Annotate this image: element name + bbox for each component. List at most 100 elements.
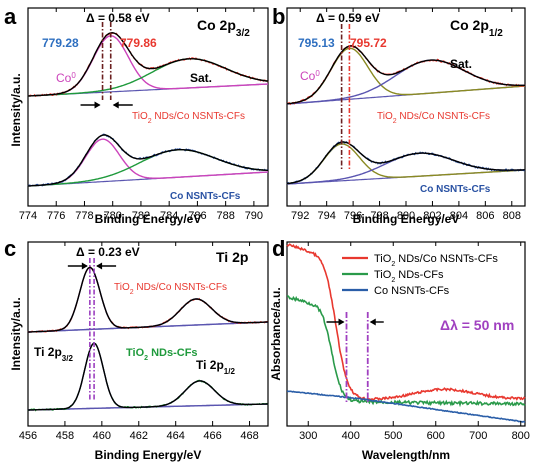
panel-c-delta: Δ = 0.23 eV [76, 245, 140, 259]
panel-c-tick-label-2: 460 [93, 430, 111, 442]
panel-d-tick-label-2: 500 [384, 430, 402, 442]
legend-label-series-1: TiO2 NDs/Co NSNTs-CFs [374, 253, 498, 268]
panel-a-frame [27, 7, 269, 207]
panel-d-series-3-line [286, 390, 526, 423]
panel-a-tick-label-1: 776 [47, 210, 65, 222]
panel-d-frame [286, 241, 526, 427]
panel-c-title: Ti 2p [216, 249, 248, 265]
panel-b-xlabel: Binding Energy/eV [353, 212, 460, 226]
panel-b-legend-bottom: Co NSNTs-CFs [420, 184, 491, 195]
panel-c-arrow-right-head [96, 262, 103, 270]
panel-a-tick-label-6: 786 [188, 210, 206, 222]
panel-b-tick-label-8: 808 [503, 210, 521, 222]
panel-b-bottom-envelope [286, 141, 525, 185]
panel-c-ticks: 456 458 460 462 464 466 468 [19, 242, 259, 442]
panel-b-ticks: 792 794 796 798 800 802 804 806 808 [291, 8, 521, 222]
panel-a-xlabel: Binding Energy/eV [95, 212, 202, 226]
panel-b-tick-label-6: 804 [450, 210, 468, 222]
panel-c-bottom-component-2 [28, 380, 268, 411]
panel-a-legend-bottom: Co NSNTs-CFs [170, 191, 241, 202]
panel-a-arrow-right-head [112, 101, 119, 109]
panel-c-xlabel: Binding Energy/eV [95, 448, 202, 462]
panel-a-tick-label-4: 782 [132, 210, 150, 222]
panel-b-tick-label-4: 800 [397, 210, 415, 222]
panel-a-tick-label-2: 778 [75, 210, 93, 222]
panel-a-letter: a [4, 4, 17, 29]
panel-a-tick-label-8: 790 [245, 210, 263, 222]
panel-d-arrow-left-head [338, 318, 345, 326]
panel-c-ti2p12-label: Ti 2p1/2 [196, 358, 235, 376]
panel-b-value-left: 795.13 [298, 36, 335, 50]
panel-b-tick-label-1: 794 [317, 210, 335, 222]
panel-d-tick-label-3: 600 [427, 430, 445, 442]
panel-d-ticks: 300 400 500 600 700 800 [299, 242, 530, 442]
legend-label-series-3: Co NSNTs-CFs [374, 285, 450, 297]
panel-a-sat-label: Sat. [190, 71, 212, 85]
panel-c-tick-label-0: 456 [19, 430, 37, 442]
panel-d-tick-label-1: 400 [342, 430, 360, 442]
panel-c-tick-label-3: 462 [130, 430, 148, 442]
panel-a-value-right: 779.86 [120, 36, 157, 50]
panel-d-curves [286, 243, 526, 423]
panel-c-top-raw-data [27, 265, 269, 333]
panel-c-top-envelope [28, 266, 268, 333]
panel-a-legend-top: TiO2 NDs/Co NSNTs-CFs [132, 111, 245, 125]
panel-a-delta: Δ = 0.58 eV [86, 11, 150, 25]
panel-d-tick-label-4: 700 [469, 430, 487, 442]
panel-b-top-envelope [286, 45, 525, 105]
panel-d-delta: Δλ = 50 nm [440, 317, 514, 333]
panel-d: d 300 400 500 600 700 800 TiO2 NDs/Co NSNTs-C… [269, 236, 530, 462]
panel-a-bottom-envelope [27, 134, 268, 187]
panel-c-curves [27, 258, 269, 412]
legend-label-series-2: TiO2 NDs-CFs [374, 269, 444, 284]
panel-d-tick-label-0: 300 [299, 430, 317, 442]
panel-b: b 792 794 796 798 800 802 804 806 808 Co 2p1/2 Δ… [272, 4, 526, 226]
panel-c-tick-label-4: 464 [167, 430, 185, 442]
panel-a-title: Co 2p3/2 [197, 17, 250, 39]
panel-c-ti2p32-label: Ti 2p3/2 [34, 345, 73, 363]
panel-d-xlabel: Wavelength/nm [362, 448, 450, 462]
panel-b-curves [286, 24, 526, 185]
panel-c: c 456 458 460 462 464 466 468 Ti 2p Δ = 0.23 e… [4, 236, 269, 462]
panel-d-ylabel: Absorbance/a.u. [269, 287, 283, 380]
panel-a-tick-label-3: 780 [104, 210, 122, 222]
panel-c-tick-label-6: 468 [240, 430, 258, 442]
panel-b-co0-label: Co0 [300, 69, 320, 84]
panel-c-letter: c [4, 236, 16, 261]
panel-c-frame [27, 241, 269, 427]
panel-a-value-left: 779.28 [42, 36, 79, 50]
panel-a-arrow-left-head [94, 101, 101, 109]
panel-c-bottom-envelope [28, 342, 268, 411]
panel-c-legend-top: TiO2 NDs/Co NSNTs-CFs [114, 282, 227, 296]
panel-b-bottom-raw-data [286, 140, 525, 185]
panel-c-tick-label-1: 458 [56, 430, 74, 442]
panel-b-bottom-component-1 [286, 143, 526, 185]
panel-d-series-1-line [286, 243, 526, 401]
panel-d-legend: TiO2 NDs/Co NSNTs-CFs TiO2 NDs-CFs Co NS… [342, 253, 498, 297]
panel-a-tick-label-7: 788 [216, 210, 234, 222]
panel-a: a 774 776 778 780 782 784 786 788 790 Co 2p3/2 Δ… [4, 4, 269, 226]
panel-a-ticks: 774 776 778 780 782 784 786 788 790 [19, 8, 263, 222]
panel-b-tick-label-2: 796 [344, 210, 362, 222]
panel-a-tick-label-0: 774 [19, 210, 37, 222]
panel-b-legend-top: TiO2 NDs/Co NSNTs-CFs [377, 111, 490, 125]
panel-a-tick-label-5: 784 [160, 210, 178, 222]
panel-b-delta: Δ = 0.59 eV [316, 11, 380, 25]
panel-d-arrow-right-head [369, 318, 376, 326]
panel-b-value-right: 795.72 [350, 36, 387, 50]
panel-b-tick-label-3: 798 [370, 210, 388, 222]
panel-a-curves [27, 22, 269, 187]
panel-b-tick-label-7: 806 [476, 210, 494, 222]
panel-b-tick-label-0: 792 [291, 210, 309, 222]
panel-c-legend-bottom: TiO2 NDs-CFs [126, 347, 198, 362]
panel-d-tick-label-5: 800 [512, 430, 530, 442]
panel-c-ylabel: Intensity/a.u. [9, 297, 23, 370]
panel-b-title: Co 2p1/2 [450, 17, 503, 39]
panel-a-co0-label: Co0 [56, 71, 76, 86]
panel-b-sat-label: Sat. [450, 57, 472, 71]
panel-c-tick-label-5: 466 [203, 430, 221, 442]
panel-b-letter: b [272, 4, 285, 29]
panel-d-series-2-line [286, 295, 526, 408]
panel-c-arrow-left-head [81, 262, 88, 270]
